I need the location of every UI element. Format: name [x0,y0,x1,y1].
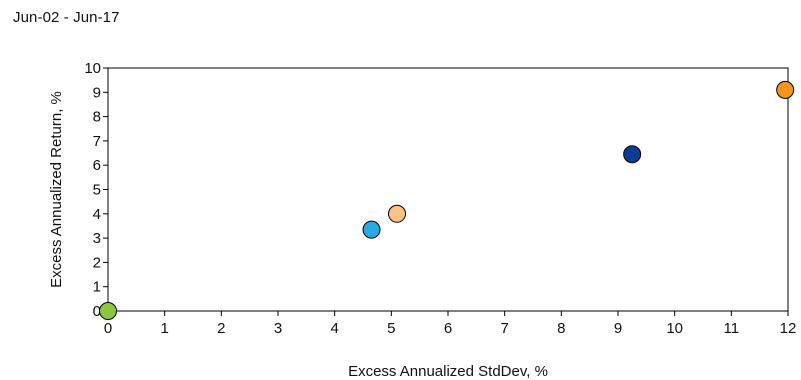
x-tick-label: 9 [614,320,622,337]
y-tick-label: 2 [93,254,101,271]
x-tick-label: 3 [274,320,282,337]
y-tick-label: 7 [93,133,101,150]
x-tick-label: 11 [724,320,740,337]
x-tick-label: 0 [104,320,112,337]
y-tick-label: 6 [93,157,101,174]
x-tick-label: 5 [387,320,395,337]
data-points [99,80,795,320]
y-tick-label: 9 [93,84,101,101]
x-tick-label: 6 [444,320,452,337]
scatter-point [362,220,381,239]
scatter-point [623,145,642,164]
scatter-point [99,302,117,320]
y-tick-label: 4 [93,206,101,223]
scatter-point [388,204,406,223]
x-tick-label: 12 [780,320,797,337]
y-tick-label: 0 [93,303,101,320]
y-tick-label: 5 [93,182,101,199]
y-tick-label: 10 [84,60,101,77]
scatter-point [776,80,795,99]
x-axis-ticks: 0 1 2 3 4 5 6 7 8 9 10 11 12 [104,311,797,337]
x-tick-label: 2 [217,320,225,337]
x-tick-label: 4 [330,320,338,337]
x-tick-label: 8 [557,320,565,337]
x-tick-label: 7 [500,320,508,337]
date-range-label: Jun-02 - Jun-17 [13,9,120,26]
x-axis-title: Excess Annualized StdDev, % [348,363,548,380]
y-axis-ticks: 0 1 2 3 4 5 6 7 8 9 10 [84,60,108,320]
x-tick-label: 1 [160,320,168,337]
y-tick-label: 3 [93,230,101,247]
plot-area-frame [107,67,789,312]
y-tick-label: 8 [93,109,101,126]
y-axis-title: Excess Annualized Return, % [48,91,65,288]
x-tick-label: 10 [666,320,683,337]
y-tick-label: 1 [93,279,101,296]
